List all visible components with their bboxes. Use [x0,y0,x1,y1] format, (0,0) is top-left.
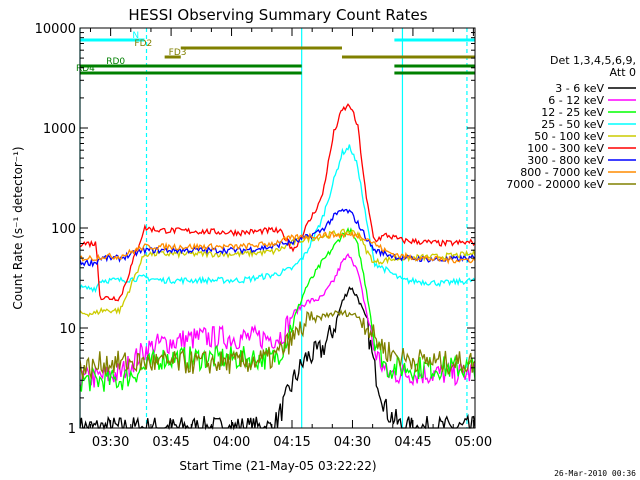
x-tick-label-5: 04:45 [394,435,431,450]
flag-label-n: N [132,31,139,41]
x-tick-label-3: 04:15 [273,435,310,450]
legend-label-0: 3 - 6 keV [555,82,604,95]
series-line-5 [79,103,476,302]
x-axis-label: Start Time (21-May-05 03:22:22) [179,459,376,473]
series-line-1 [79,252,476,391]
legend-header-1: Att 0 [610,66,636,79]
footer-timestamp: 26-Mar-2010 00:36 [554,469,636,478]
flag-label-rd4: RD4 [76,64,95,74]
series-line-4 [79,228,476,318]
legend-label-6: 300 - 800 keV [527,154,604,167]
flag-label-fd3: FD3 [169,48,187,58]
y-tick-label-2: 100 [51,222,76,237]
axes: 1 10 100 1000 10000 03:30 03:45 04:00 04:15 04:30… [35,22,492,450]
y-tick-label-0: 1 [68,422,76,437]
y-axis-label: Count Rate (s⁻¹ detector⁻¹) [11,146,25,309]
series-line-6 [79,208,476,268]
x-tick-label-4: 04:30 [334,435,371,450]
x-tick-label-6: 05:00 [455,435,492,450]
legend-label-2: 12 - 25 keV [541,106,604,119]
legend-label-4: 50 - 100 keV [534,130,604,143]
series-line-8 [79,309,476,380]
flag-label-fd2: FD2 [134,39,152,49]
series-line-3 [79,144,476,294]
legend-label-5: 100 - 300 keV [527,142,604,155]
legend-label-1: 6 - 12 keV [548,94,604,107]
legend-label-3: 25 - 50 keV [541,118,604,131]
y-tick-label-4: 10000 [35,22,76,37]
x-tick-label-2: 04:00 [213,435,250,450]
y-tick-label-3: 1000 [43,122,76,137]
flag-label-rd0: RD0 [106,57,125,67]
series-line-7 [79,230,476,265]
y-tick-label-1: 10 [59,322,76,337]
legend-label-7: 800 - 7000 keV [520,166,604,179]
x-tick-label-0: 03:30 [92,435,129,450]
chart-title: HESSI Observing Summary Count Rates [128,6,427,24]
legend-header-0: Det 1,3,4,5,6,9, [550,54,636,67]
legend-label-8: 7000 - 20000 keV [506,178,604,191]
x-tick-label-1: 03:45 [152,435,189,450]
series-line-2 [79,227,476,392]
